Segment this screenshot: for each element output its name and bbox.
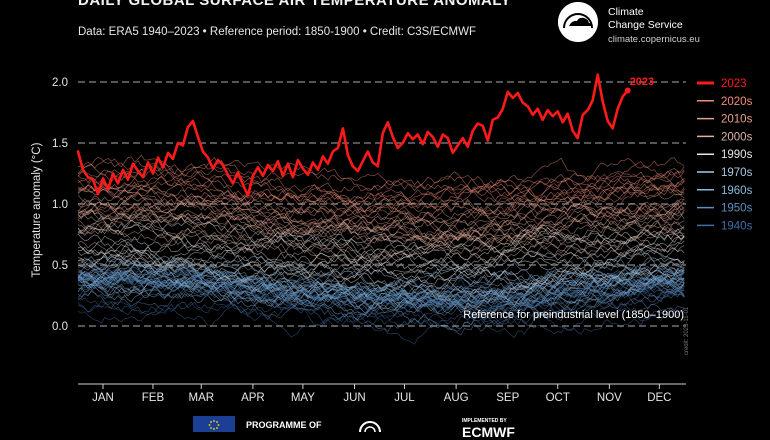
x-tick-label-mar: MAR [188, 392, 214, 404]
year-line-1990s [77, 231, 685, 259]
year-line-2000s [77, 206, 685, 239]
year-line-2020s [77, 163, 685, 206]
copernicus-brand[interactable]: Climate Change Service climate.copernicu… [558, 0, 758, 48]
year-line-2000s [77, 212, 685, 249]
brand-url[interactable]: climate.copernicus.eu [608, 34, 700, 45]
brand-name: Climate Change Service [608, 6, 683, 32]
year-line-1950s [77, 272, 685, 315]
x-tick-label-sep: SEP [496, 392, 519, 404]
year-line-1990s [77, 240, 685, 271]
year-line-1990s [77, 240, 685, 299]
x-tick-label-jan: JAN [92, 392, 114, 404]
side-credit: credit: 2023-11-01 [684, 306, 690, 355]
y-tick-label: 0.5 [52, 260, 68, 272]
year-line-2000s [77, 218, 685, 264]
implemented-by-label: IMPLEMENTED BY [462, 418, 507, 424]
year-line-1990s [77, 218, 685, 256]
year-line-1950s [77, 261, 685, 304]
year-line-2010s [77, 195, 685, 237]
year-line-2020s [77, 157, 685, 192]
year-line-1940s [77, 278, 685, 325]
year-line-2020s [77, 181, 685, 222]
year-line-2010s [77, 198, 685, 242]
year-line-2000s [77, 220, 685, 267]
year-line-2020s [77, 166, 685, 216]
temperature-anomaly-chart: 0.0 0.5 1.0 1.5 2.0 Temperature anomaly (°C) J… [31, 73, 753, 404]
climate-logo-icon [558, 2, 598, 42]
legend-label-1970s: 1970s [721, 167, 753, 179]
year-line-1950s [77, 271, 685, 315]
year-line-1940s [77, 301, 685, 345]
eu-flag-logo [193, 416, 235, 432]
legend-label-2010s: 2010s [721, 114, 753, 126]
programme-label: PROGRAMME OF [246, 420, 322, 430]
series-label-2023: 2023 [630, 76, 654, 88]
year-line-1990s [77, 250, 685, 290]
y-axis-label: Temperature anomaly (°C) [31, 142, 43, 277]
series-endpoint-2023 [624, 87, 631, 94]
ecmwf-logo: ECMWF [462, 424, 515, 440]
year-line-1940s [77, 300, 685, 328]
year-line-1950s [77, 287, 685, 336]
brand-name-line1: Climate [608, 6, 644, 18]
year-line-1940s [77, 272, 685, 314]
legend-label-1950s: 1950s [721, 203, 753, 215]
year-line-2010s [77, 182, 685, 227]
y-tick-label: 0.0 [52, 321, 68, 333]
x-tick-label-jul: JUL [394, 392, 415, 404]
chart-subtitle: Data: ERA5 1940–2023 • Reference period:… [78, 26, 476, 38]
year-line-2010s [77, 184, 685, 221]
y-tick-label: 1.0 [52, 199, 68, 211]
x-tick-label-may: MAY [291, 392, 315, 404]
year-line-1990s [77, 236, 685, 275]
year-line-2000s [77, 219, 685, 245]
y-tick-label: 1.5 [52, 138, 68, 150]
historical-years-layer [77, 154, 685, 345]
year-line-1970s [77, 266, 685, 312]
legend-label-2000s: 2000s [721, 131, 753, 143]
brand-name-line2: Change Service [608, 19, 683, 31]
reference-label: Reference for preindustrial level (1850–… [463, 309, 684, 321]
year-line-1940s [77, 289, 685, 332]
chart-title: DAILY GLOBAL SURFACE AIR TEMPERATURE ANO… [78, 0, 512, 9]
x-tick-label-aug: AUG [444, 392, 469, 404]
x-tick-label-feb: FEB [142, 392, 165, 404]
legend-label-1990s: 1990s [721, 149, 753, 161]
legend-label-1940s: 1940s [721, 220, 753, 232]
year-line-1970s [77, 247, 685, 283]
series-line-2023 [76, 73, 630, 197]
year-line-2020s [77, 165, 685, 209]
x-tick-label-nov: NOV [597, 392, 622, 404]
year-line-1990s [78, 243, 685, 279]
x-tick-label-dec: DEC [647, 392, 671, 404]
legend-label-2023: 2023 [721, 78, 747, 90]
year-line-2000s [77, 211, 685, 248]
year-line-1960s [77, 275, 685, 314]
legend-label-1960s: 1960s [721, 185, 753, 197]
x-tick-label-oct: OCT [546, 392, 570, 404]
legend-label-2020s: 2020s [721, 96, 753, 108]
year-line-1950s [77, 266, 685, 306]
year-line-1950s [77, 264, 685, 310]
x-tick-label-apr: APR [241, 392, 265, 404]
year-line-2020s [77, 154, 685, 195]
year-line-1950s [77, 274, 685, 318]
year-line-1970s [77, 257, 685, 300]
copernicus-logo-icon [358, 416, 438, 432]
y-tick-label: 2.0 [52, 77, 68, 89]
x-tick-label-jun: JUN [343, 392, 365, 404]
